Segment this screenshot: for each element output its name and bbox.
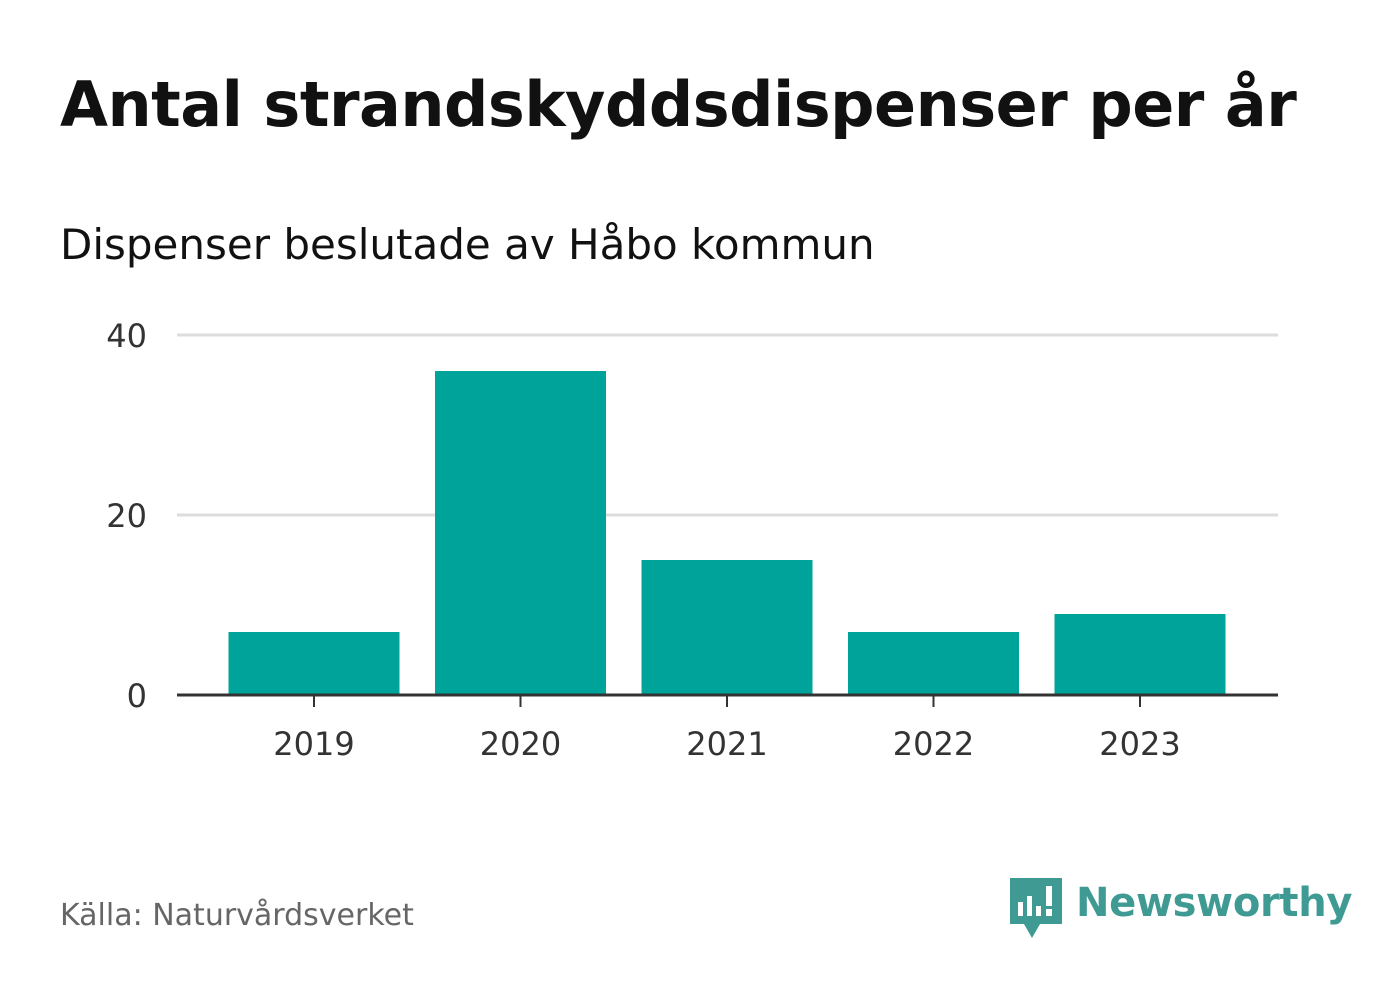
source-note: Källa: Naturvårdsverket <box>60 898 414 933</box>
bar-2019 <box>228 632 400 695</box>
x-tick-label: 2020 <box>480 725 561 763</box>
y-tick-label: 20 <box>106 497 147 535</box>
brand: Newsworthy <box>1010 878 1353 940</box>
y-tick-label: 40 <box>106 317 147 355</box>
brand-name: Newsworthy <box>1076 880 1353 926</box>
bar-2020 <box>435 371 606 695</box>
newsworthy-logo-icon <box>1010 878 1062 938</box>
x-tick-label: 2023 <box>1099 725 1180 763</box>
axes <box>177 693 1278 707</box>
y-tick-label: 0 <box>127 677 147 715</box>
bar-2022 <box>848 632 1019 695</box>
chart-subtitle: Dispenser beslutade av Håbo kommun <box>60 220 875 269</box>
x-tick-label: 2022 <box>893 725 974 763</box>
gridlines <box>177 333 1278 517</box>
x-tick-label: 2021 <box>686 725 767 763</box>
bar-2023 <box>1054 614 1226 695</box>
x-tick-label: 2019 <box>273 725 354 763</box>
tick-labels: 0 20 40 2019 2020 2021 2022 2023 <box>106 317 1180 763</box>
bars <box>228 371 1226 695</box>
chart-title: Antal strandskyddsdispenser per år <box>60 68 1297 141</box>
bar-2021 <box>641 560 813 695</box>
